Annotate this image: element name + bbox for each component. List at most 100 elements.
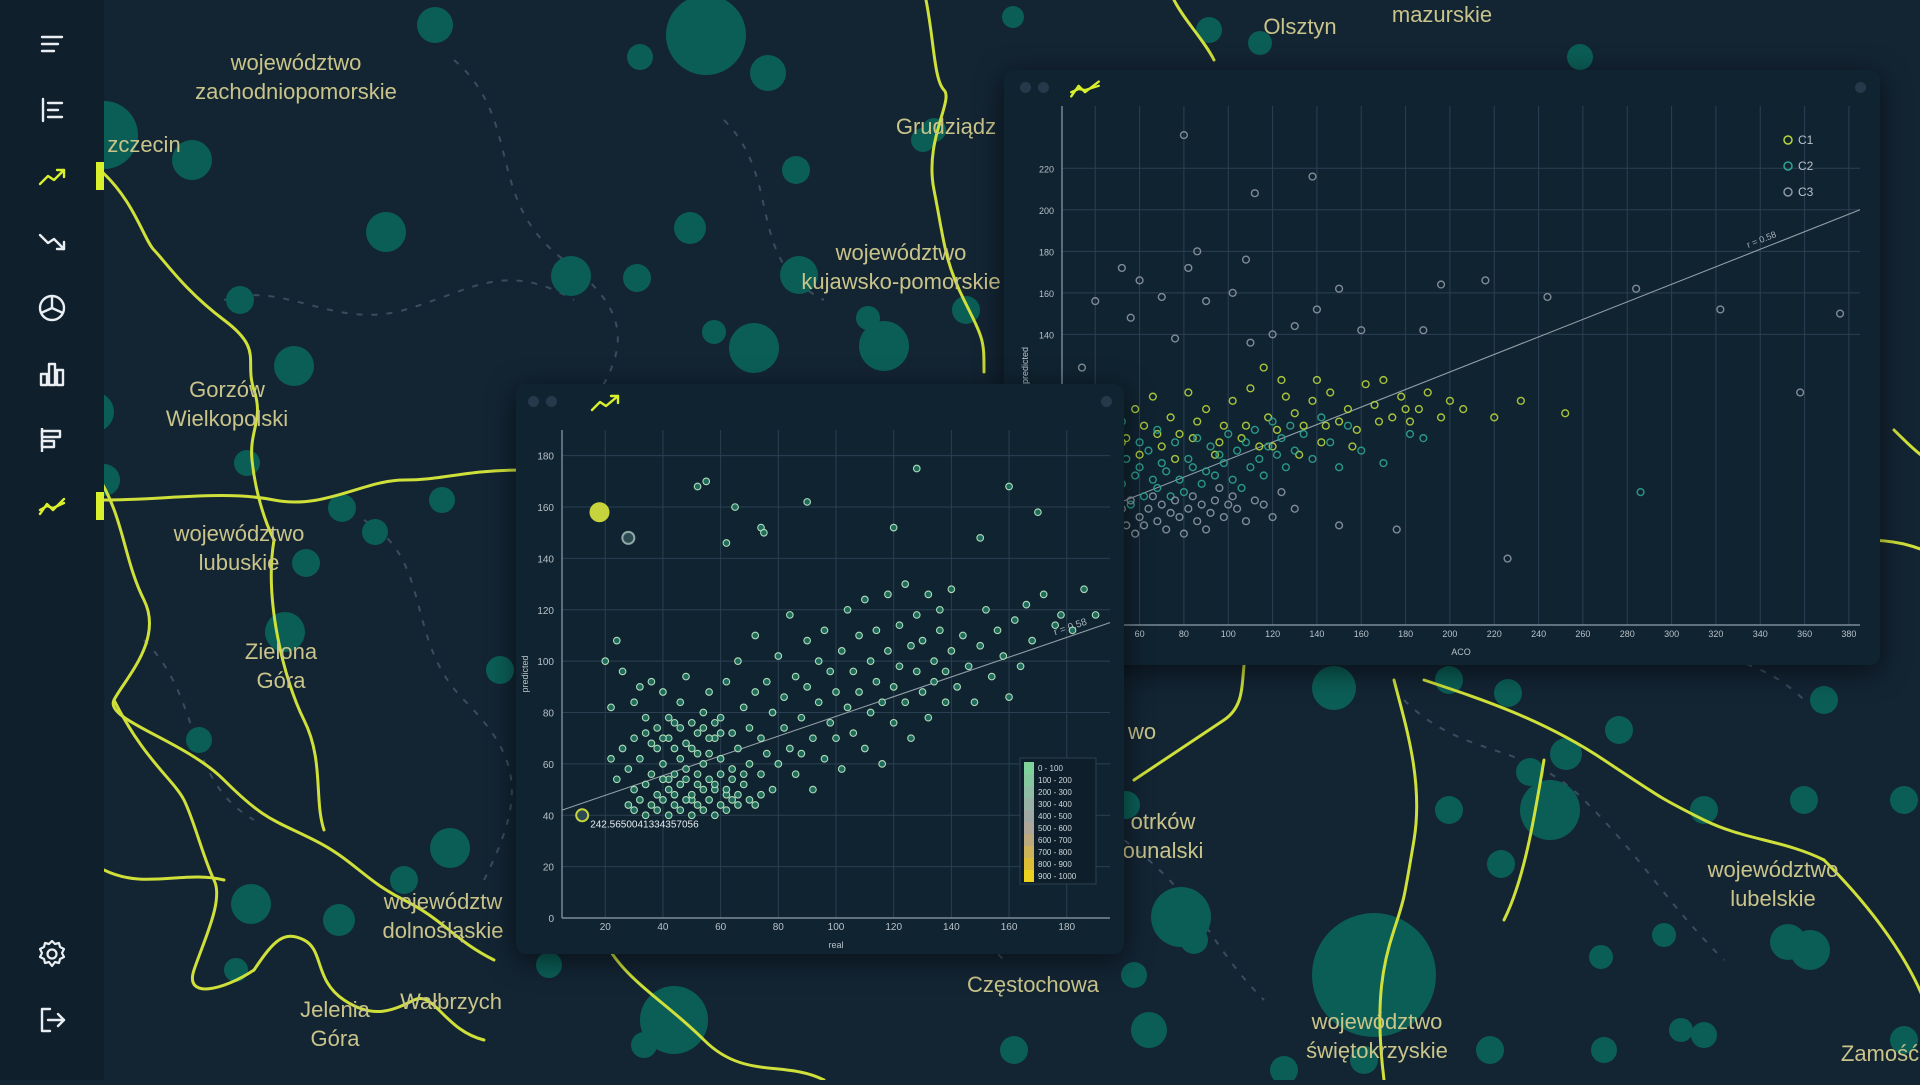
- voivodeship-border: [98, 478, 496, 962]
- scatter-plot-back[interactable]: 4060801001201401601802002202402602803003…: [1004, 70, 1880, 665]
- legend-marker: [1783, 161, 1793, 171]
- data-point: [837, 647, 846, 655]
- data-point: [711, 780, 719, 789]
- data-point-c2: [1405, 429, 1415, 439]
- data-point: [768, 785, 777, 794]
- data-point: [1005, 482, 1013, 491]
- region-bubble: [1196, 17, 1222, 43]
- data-point-c2: [1379, 458, 1388, 468]
- window-dot[interactable]: [528, 396, 539, 407]
- data-point: [751, 688, 760, 696]
- data-point: [930, 657, 938, 666]
- scatter-plot-front[interactable]: 20 40 60 80 100 120 140 160 180 0 20 40 60 80 100 120 14…: [516, 384, 1124, 954]
- data-point-c1: [1561, 409, 1570, 418]
- sidebar-item-bar-chart[interactable]: [24, 346, 80, 402]
- data-point: [878, 760, 886, 768]
- data-point: [924, 590, 933, 599]
- data-point-c3: [1796, 388, 1805, 397]
- data-point: [687, 744, 696, 753]
- sidebar-item-pie-chart[interactable]: [24, 280, 80, 336]
- data-point: [837, 765, 846, 773]
- region-bubble: [1605, 716, 1633, 744]
- region-bubble: [780, 256, 818, 294]
- data-point-c2: [1144, 446, 1153, 455]
- voivodeship-border: [98, 168, 276, 542]
- data-point: [1080, 585, 1088, 594]
- data-point-c3: [1334, 284, 1344, 293]
- map-place-label: Jelenia Góra: [300, 997, 370, 1051]
- region-bubble: [1567, 44, 1593, 70]
- window-dot[interactable]: [546, 396, 557, 407]
- window-close-dot[interactable]: [1101, 396, 1112, 407]
- scatter-window-front[interactable]: 20 40 60 80 100 120 140 160 180 0 20 40 60 80 100 120 14…: [516, 384, 1124, 954]
- data-point-c2: [1343, 421, 1353, 430]
- logout-button[interactable]: [24, 992, 80, 1048]
- data-point: [982, 605, 990, 614]
- data-point-c2: [1317, 413, 1326, 422]
- data-point: [670, 801, 679, 809]
- x-tick-label: 340: [1753, 629, 1768, 639]
- data-point: [641, 780, 650, 789]
- data-point-c3: [1716, 305, 1725, 314]
- data-point: [624, 765, 633, 773]
- data-point: [641, 729, 650, 737]
- x-tick-label: 180: [1398, 629, 1413, 639]
- data-point-c2: [1135, 438, 1144, 447]
- data-point-c3: [1091, 297, 1100, 306]
- data-point: [636, 682, 644, 691]
- legend-marker: [1783, 187, 1793, 197]
- data-point: [895, 621, 904, 630]
- region-bubble: [1520, 780, 1580, 840]
- data-point: [895, 662, 904, 671]
- region-bubble: [1790, 930, 1830, 970]
- data-point-c2: [1175, 475, 1184, 484]
- map-background[interactable]: województwo zachodniopomorskie zczecin Grud…: [70, 0, 1920, 1084]
- data-point-c1: [1272, 425, 1282, 434]
- data-point: [964, 662, 973, 671]
- sidebar-item-horizontal-bar[interactable]: [24, 412, 80, 468]
- y-tick-label: 100: [537, 657, 554, 668]
- voivodeship-border: [1892, 428, 1920, 457]
- data-point-c1: [1370, 400, 1379, 410]
- data-point: [728, 775, 737, 784]
- y-tick-label: 140: [537, 554, 554, 565]
- data-point-c1: [1317, 438, 1326, 447]
- region-bubble: [536, 952, 562, 978]
- scatter-points: [575, 464, 1100, 823]
- y-tick-label: 180: [537, 452, 554, 463]
- bar-chart-icon: [39, 362, 65, 387]
- active-indicator: [96, 492, 104, 520]
- settings-button[interactable]: [24, 926, 80, 982]
- sidebar-item-list[interactable]: [24, 82, 80, 138]
- window-dot[interactable]: [1020, 82, 1031, 93]
- data-point: [630, 734, 638, 743]
- data-point-c3: [1170, 496, 1180, 505]
- sidebar-item-line-chart[interactable]: [24, 478, 80, 534]
- map-place-label: Wałbrzych: [400, 989, 502, 1014]
- data-point: [670, 770, 679, 779]
- data-point: [682, 775, 690, 784]
- sidebar-item-trend-up[interactable]: [24, 148, 80, 204]
- sidebar-item-menu[interactable]: [24, 16, 80, 72]
- data-point-c1: [1321, 421, 1330, 430]
- data-point-c3: [1241, 255, 1251, 264]
- data-point: [1028, 636, 1036, 645]
- window-dot[interactable]: [1038, 82, 1049, 93]
- data-point-c3: [1077, 363, 1087, 372]
- data-point-c1: [1459, 404, 1468, 414]
- x-axis-label: real: [828, 940, 843, 950]
- map-place-label: województwo lubuskie: [173, 521, 305, 575]
- window-close-dot[interactable]: [1855, 82, 1866, 93]
- data-point-c3: [1246, 338, 1255, 347]
- data-point-c3: [1543, 292, 1552, 302]
- data-point-c1: [1490, 413, 1499, 422]
- scatter-window-back[interactable]: 4060801001201401601802002202402602803003…: [1004, 70, 1880, 665]
- data-point: [751, 631, 760, 640]
- highlight-point: [621, 530, 636, 545]
- region-bubble: [362, 519, 388, 545]
- data-point: [745, 796, 754, 804]
- data-point-c1: [1352, 425, 1361, 434]
- data-point: [878, 698, 886, 707]
- sidebar-item-trend-down[interactable]: [24, 214, 80, 270]
- data-point-c2: [1237, 483, 1246, 493]
